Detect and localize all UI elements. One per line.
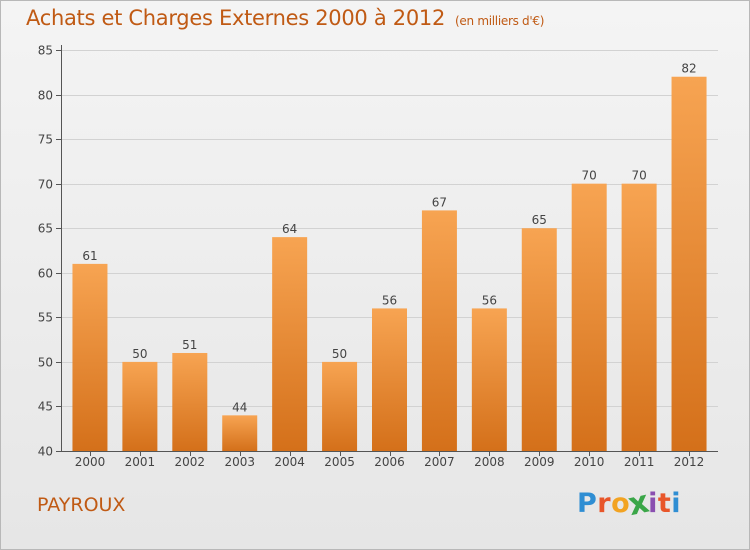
- bar-2012: [671, 76, 707, 451]
- y-tick-label: 60: [38, 267, 53, 281]
- data-label-2004: 64: [282, 222, 297, 236]
- x-tick-label-2004: 2004: [274, 455, 305, 469]
- bar-2006: [372, 308, 407, 451]
- data-labels: 61 50 51 44 64 50 56 67 56 65 70 70 82: [82, 62, 696, 415]
- bar-2011: [621, 183, 657, 451]
- data-label-2008: 56: [482, 293, 497, 307]
- y-tick-label: 50: [38, 356, 53, 370]
- bar-2000: [72, 263, 108, 451]
- y-tick-label: 70: [38, 178, 53, 192]
- proxiti-logo: Proxiti: [577, 484, 682, 523]
- y-tick-label: 65: [38, 222, 53, 236]
- chart-title-text: Achats et Charges Externes 2000 à 2012: [26, 6, 446, 30]
- bars: [72, 76, 707, 451]
- logo-letter: i: [671, 488, 682, 519]
- x-tick-label-2008: 2008: [474, 455, 505, 469]
- data-label-2000: 61: [82, 249, 97, 263]
- x-tick-label-2011: 2011: [624, 455, 655, 469]
- x-tick-label-2005: 2005: [324, 455, 355, 469]
- data-label-2006: 56: [382, 293, 397, 307]
- logo-letter: t: [657, 488, 672, 519]
- x-tick-label-2007: 2007: [424, 455, 455, 469]
- place-name: PAYROUX: [37, 494, 126, 516]
- y-tick-label: 80: [38, 89, 53, 103]
- y-tick-label: 45: [38, 400, 53, 414]
- bar-2004: [272, 237, 308, 451]
- bar-2002: [172, 352, 208, 451]
- y-tick-label: 55: [38, 311, 53, 325]
- data-label-2005: 50: [332, 347, 347, 361]
- chart-unit: (en milliers d'€): [455, 14, 545, 28]
- y-tick-label: 85: [38, 44, 53, 58]
- bar-2007: [421, 210, 457, 451]
- x-tick-label-2000: 2000: [75, 455, 106, 469]
- bar-2001: [122, 361, 158, 451]
- y-tick-label: 40: [38, 445, 53, 459]
- bar-2008: [471, 308, 507, 451]
- logo-letter: r: [597, 488, 612, 519]
- data-label-2001: 50: [132, 347, 147, 361]
- x-tick-label-2009: 2009: [524, 455, 555, 469]
- data-label-2012: 82: [681, 62, 696, 76]
- data-label-2011: 70: [631, 169, 646, 183]
- data-label-2009: 65: [532, 213, 547, 227]
- bar-2005: [322, 361, 358, 451]
- x-tick-label-2001: 2001: [125, 455, 156, 469]
- data-label-2003: 44: [232, 400, 247, 414]
- chart-title: Achats et Charges Externes 2000 à 2012 (e…: [26, 6, 544, 30]
- logo-letter: o: [611, 488, 631, 519]
- bar-2009: [521, 228, 557, 451]
- bar-2003: [222, 415, 258, 451]
- y-tick-label: 75: [38, 133, 53, 147]
- data-label-2010: 70: [582, 169, 597, 183]
- logo-letter: i: [648, 488, 658, 519]
- x-tick-label-2006: 2006: [374, 455, 405, 469]
- bar-2010: [571, 183, 607, 451]
- logo-letter: P: [577, 488, 598, 519]
- x-tick-label-2012: 2012: [674, 455, 705, 469]
- x-tick-label-2010: 2010: [574, 455, 605, 469]
- data-label-2002: 51: [182, 338, 197, 352]
- axes: 40 45 50 55 60 65 70 75 80 85 2000 2001 2002 2003 2004…: [38, 44, 718, 469]
- x-tick-label-2002: 2002: [175, 455, 206, 469]
- data-label-2007: 67: [432, 195, 447, 209]
- x-tick-label-2003: 2003: [224, 455, 255, 469]
- grid-lines: [61, 50, 718, 407]
